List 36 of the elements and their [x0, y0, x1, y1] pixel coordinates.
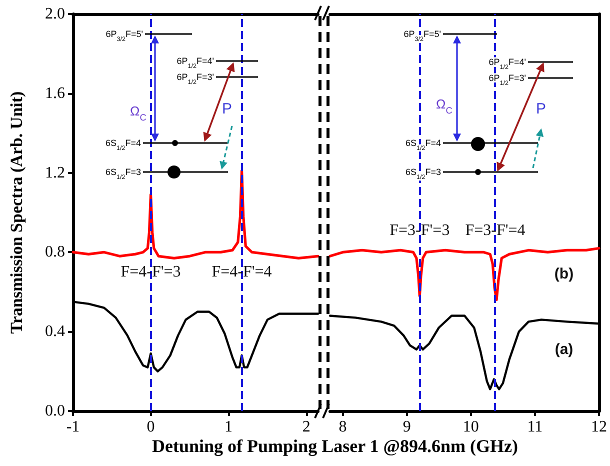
annotation: 6P$_{1/2}$F=4' [176, 56, 214, 70]
annotation: F=3-F'=3 [390, 222, 450, 239]
annotation: P [536, 100, 546, 118]
annotation: 6P$_{1/2}$F=3' [488, 73, 526, 87]
y-tick-label: 0.4 [45, 323, 65, 340]
y-axis-title: Transmission Spectra (Arb. Unit) [7, 91, 26, 334]
annotation: F=4-F'=3 [120, 264, 181, 281]
x-tick-label: 11 [527, 418, 543, 436]
series-label: (a) [554, 341, 574, 358]
y-tick-label: 2.0 [45, 6, 65, 22]
y-tick-label: 1.6 [45, 84, 65, 102]
y-tick-label: 0.0 [45, 402, 65, 420]
y-tick-label: 0.8 [45, 244, 65, 261]
x-tick-label: 1 [224, 418, 233, 436]
annotation: P [222, 100, 232, 118]
x-tick-label: 8 [338, 418, 347, 436]
series-label: (b) [554, 266, 574, 283]
y-tick-label: 1.2 [45, 164, 65, 182]
annotation: 6S$_{1/2}$F=3 [105, 167, 141, 181]
x-tick-label: 12 [591, 418, 607, 436]
annotation: F=4-F'=4 [212, 264, 272, 281]
annotation: Ω$_{C}$ [436, 96, 453, 116]
annotation: F=3-F'=4 [465, 222, 526, 239]
annotation: Ω$_{C}$ [130, 104, 147, 123]
annotation: 6S$_{1/2}$F=4 [405, 138, 441, 152]
x-tick-label: -1 [66, 418, 80, 436]
annotation: 6P$_{3/2}$F=5' [404, 29, 442, 43]
annotation: 6S$_{1/2}$F=4 [105, 138, 141, 152]
x-tick-label: 10 [462, 418, 479, 436]
annotation: 6P$_{3/2}$F=5' [106, 29, 144, 43]
x-tick-label: 9 [402, 418, 411, 436]
x-axis-title: Detuning of Pumping Laser 1 @894.6nm (GHz) [151, 436, 519, 457]
annotation: 6P$_{1/2}$F=4' [488, 57, 526, 71]
x-tick-label: 2 [302, 418, 310, 436]
annotation: 6P$_{1/2}$F=3' [176, 72, 214, 86]
x-tick-label: 0 [146, 418, 155, 436]
